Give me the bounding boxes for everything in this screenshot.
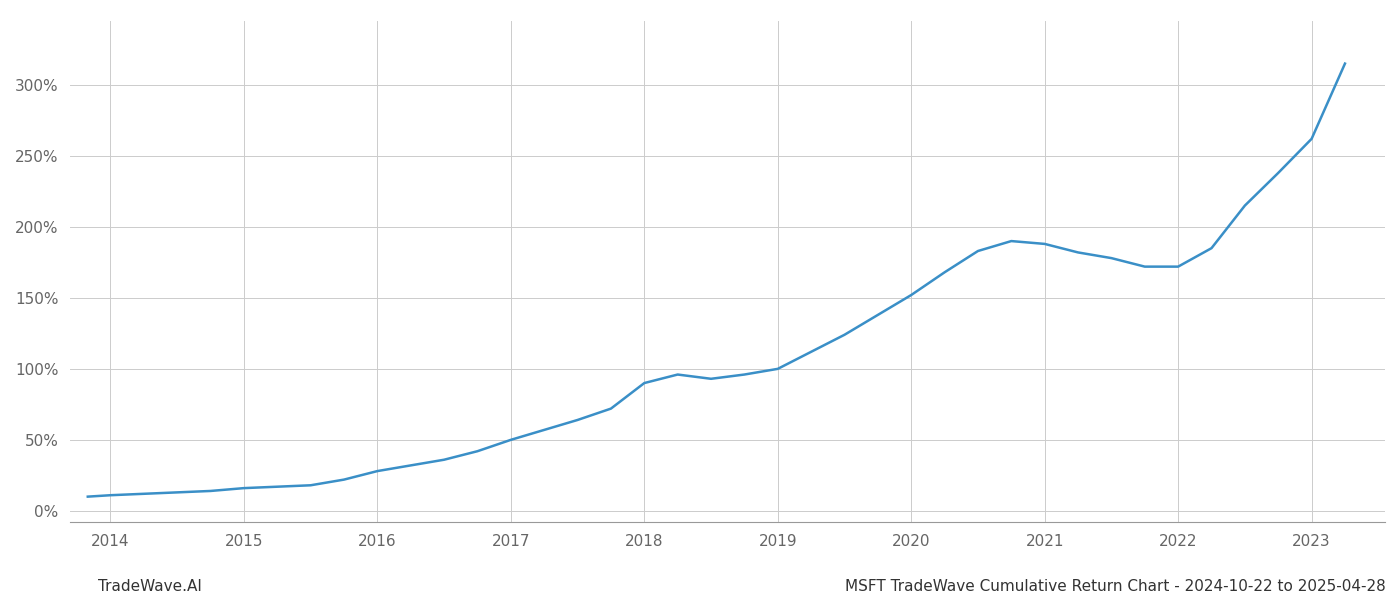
- Text: TradeWave.AI: TradeWave.AI: [98, 579, 202, 594]
- Text: MSFT TradeWave Cumulative Return Chart - 2024-10-22 to 2025-04-28: MSFT TradeWave Cumulative Return Chart -…: [846, 579, 1386, 594]
